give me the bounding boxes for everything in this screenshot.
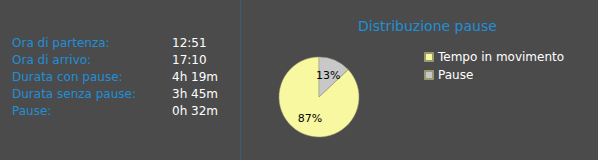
html-text:12:51: 12:51 (172, 36, 207, 50)
html-text:Durata con pause:: Durata con pause: (12, 70, 123, 84)
html-text:Pause:: Pause: (12, 104, 52, 118)
html-text:17:10: 17:10 (172, 53, 207, 67)
html-text:0h 32m: 0h 32m (172, 104, 218, 118)
svg-text:Distribuzione pause: Distribuzione pause (358, 18, 497, 34)
html-text:3h 45m: 3h 45m (172, 87, 218, 101)
svg-text:Pause: Pause (438, 68, 473, 82)
svg-text:Tempo in movimento: Tempo in movimento (437, 50, 564, 64)
html-text:Ora di arrivo:: Ora di arrivo: (12, 53, 92, 67)
svg-text:87%: 87% (298, 112, 322, 125)
html-text:4h 19m: 4h 19m (172, 70, 218, 84)
html-text:Ora di partenza:: Ora di partenza: (12, 36, 110, 50)
html-text:Durata senza pause:: Durata senza pause: (12, 87, 136, 101)
svg-text:13%: 13% (316, 69, 340, 82)
